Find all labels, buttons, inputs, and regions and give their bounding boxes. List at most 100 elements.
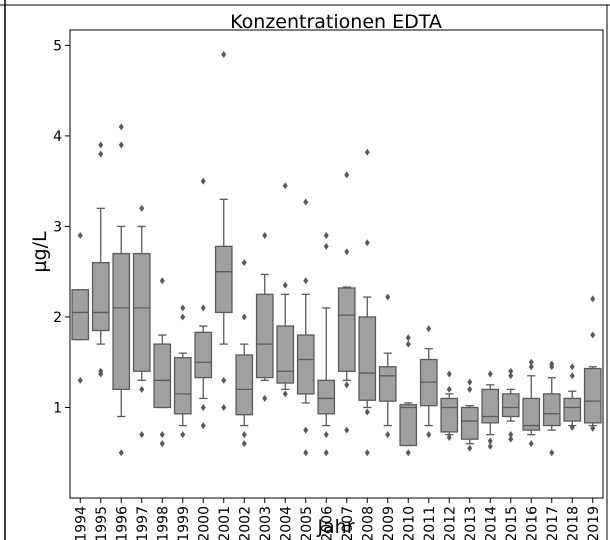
flier (508, 367, 514, 375)
flier (426, 325, 432, 333)
flier (405, 334, 411, 342)
flier (303, 449, 309, 457)
flier (139, 431, 145, 439)
box (583, 367, 602, 424)
flier (200, 403, 206, 411)
x-tick-label: 2017 (545, 506, 561, 540)
box (522, 397, 541, 431)
flier (118, 141, 124, 149)
flier (528, 440, 534, 448)
flier (385, 293, 391, 301)
flier (200, 304, 206, 312)
flier (364, 408, 370, 416)
flier (446, 433, 452, 441)
flier (364, 148, 370, 156)
x-tick-label: 2005 (299, 506, 315, 540)
flier (77, 376, 83, 384)
flier (118, 123, 124, 131)
flier (180, 431, 186, 439)
x-tick-label: 1996 (114, 506, 130, 540)
box (440, 397, 459, 433)
x-tick-label: 2016 (524, 506, 540, 540)
y-tick-label: 1 (53, 400, 62, 416)
box (542, 393, 561, 427)
flier (221, 403, 227, 411)
box (173, 357, 192, 415)
flier (364, 239, 370, 247)
box (255, 293, 274, 379)
flier (508, 435, 514, 443)
x-tick-label: 2019 (586, 506, 602, 540)
flier (364, 449, 370, 457)
x-tick-label: 1998 (155, 506, 171, 540)
y-tick-label: 3 (53, 219, 62, 235)
flier (139, 204, 145, 212)
x-tick-label: 1994 (73, 506, 89, 540)
box (378, 366, 397, 402)
flier (221, 50, 227, 58)
flier (344, 381, 350, 389)
flier (221, 376, 227, 384)
box (112, 252, 131, 391)
flier (241, 313, 247, 321)
box (337, 287, 356, 372)
box (276, 325, 295, 384)
x-tick-label: 2010 (401, 506, 417, 540)
flier (569, 423, 575, 431)
box (71, 289, 90, 341)
x-tick-label: 2007 (340, 506, 356, 540)
flier (262, 394, 268, 402)
x-tick-label: 2015 (504, 506, 520, 540)
flier (241, 440, 247, 448)
flier (344, 426, 350, 434)
x-tick-label: 2003 (258, 506, 274, 540)
x-tick-label: 2002 (237, 506, 253, 540)
flier (446, 370, 452, 378)
y-tick-label: 4 (53, 129, 62, 145)
x-tick-label: 2006 (319, 506, 335, 540)
flier (344, 248, 350, 256)
chart-title: Konzentrationen EDTA (230, 11, 442, 33)
flier (323, 231, 329, 239)
flier (528, 363, 534, 371)
flier (467, 444, 473, 452)
x-tick-label: 2004 (278, 506, 294, 540)
flier (590, 331, 596, 339)
flier (323, 431, 329, 439)
box (563, 397, 582, 422)
box (153, 343, 172, 409)
flier (241, 431, 247, 439)
flier (180, 304, 186, 312)
flier (487, 442, 493, 450)
flier (303, 426, 309, 434)
flier (385, 431, 391, 439)
box (235, 354, 254, 416)
x-tick-label: 2012 (442, 506, 458, 540)
x-tick-label: 2013 (463, 506, 479, 540)
flier (323, 242, 329, 250)
flier (446, 385, 452, 393)
box (481, 388, 500, 424)
flier (549, 449, 555, 457)
flier (487, 437, 493, 445)
flier (323, 449, 329, 457)
box (132, 252, 151, 372)
box (460, 406, 479, 440)
flier (282, 281, 288, 289)
y-tick-label: 5 (53, 38, 62, 54)
box (194, 331, 213, 379)
flier (159, 431, 165, 439)
y-tick-label: 2 (53, 310, 62, 326)
flier (590, 424, 596, 432)
x-tick-label: 1999 (176, 506, 192, 540)
flier (590, 295, 596, 303)
box (358, 316, 377, 401)
flier (98, 370, 104, 378)
x-tick-label: 2018 (565, 506, 581, 540)
box (317, 379, 336, 415)
flier (200, 422, 206, 430)
flier (344, 171, 350, 179)
flier (200, 177, 206, 185)
flier (282, 390, 288, 398)
